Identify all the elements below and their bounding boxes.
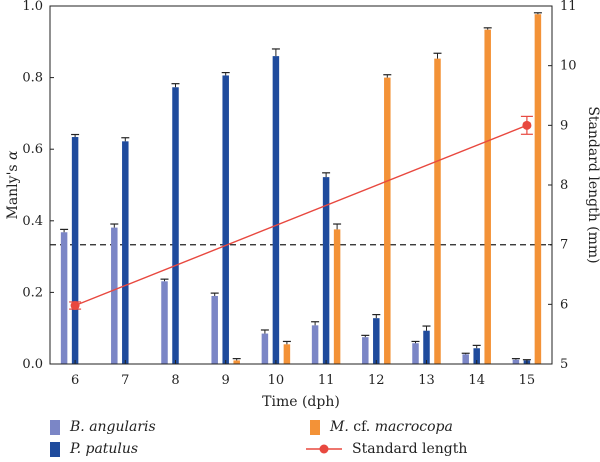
bar	[333, 229, 341, 364]
y-right-tick-label: 8	[560, 178, 568, 193]
y-right-tick-label: 10	[560, 59, 577, 74]
bar	[311, 325, 319, 364]
chart-marks	[50, 12, 552, 365]
x-tick-label: 14	[468, 373, 485, 388]
bar	[233, 360, 240, 364]
legend-marker	[319, 444, 329, 454]
bar	[71, 137, 79, 364]
x-tick-label: 6	[71, 373, 79, 388]
bar	[172, 87, 179, 365]
y-tick-label: 0.2	[22, 285, 43, 300]
bar	[122, 141, 129, 364]
y-tick-label: 0.4	[22, 214, 43, 229]
legend-label: B. angularis	[69, 419, 156, 435]
line-point	[522, 120, 532, 130]
legend: B. angularis P. patulus M. cf. macrocopa St…	[50, 419, 467, 457]
bar	[60, 232, 68, 364]
bar	[161, 281, 168, 364]
bar	[322, 177, 330, 364]
legend-label: P. patulus	[69, 441, 138, 457]
bar	[462, 354, 469, 364]
y-tick-label: 0.6	[22, 142, 43, 157]
y-right-axis-title: Standard length (mm)	[585, 106, 600, 263]
y-right-tick-label: 11	[560, 0, 577, 14]
x-tick-label: 11	[318, 373, 335, 388]
line-point	[70, 301, 80, 311]
legend-swatch	[310, 420, 320, 435]
x-tick-label: 10	[268, 373, 285, 388]
x-tick-label: 9	[222, 373, 230, 388]
y-right-tick-label: 7	[560, 238, 568, 253]
bar	[272, 56, 280, 365]
axes: 0.0 0.2 0.4 0.6 0.8 1.0 5 6 7 8 9 10 11 6 7 8 9 10 11 12 13 1…	[5, 0, 600, 410]
y-tick-label: 1.0	[22, 0, 43, 14]
x-tick-label: 12	[368, 373, 385, 388]
series-line	[74, 124, 528, 307]
bar	[512, 359, 520, 364]
legend-swatch	[50, 442, 60, 457]
bar	[362, 337, 369, 364]
x-tick-label: 13	[418, 373, 435, 388]
y-right-tick-label: 9	[560, 118, 568, 133]
bar	[111, 227, 118, 364]
bar	[473, 348, 480, 364]
x-tick-label: 8	[171, 373, 179, 388]
x-tick-label: 15	[519, 373, 536, 388]
bar	[484, 29, 491, 365]
x-axis-title: Time (dph)	[262, 394, 340, 410]
x-tick-label: 7	[121, 373, 129, 388]
y-tick-label: 0.8	[22, 71, 43, 86]
legend-label: Standard length	[352, 441, 467, 457]
bar	[423, 330, 430, 364]
legend-label: M. cf. macrocopa	[329, 419, 453, 435]
legend-swatch	[50, 420, 60, 435]
y-right-tick-label: 5	[560, 357, 568, 372]
y-axis-title: Manly's α	[5, 150, 21, 220]
bar	[384, 77, 391, 364]
bar	[412, 343, 419, 364]
bar	[434, 58, 441, 364]
bar	[222, 75, 229, 365]
y-right-tick-label: 6	[560, 297, 568, 312]
bar	[211, 295, 218, 364]
bar	[373, 318, 380, 364]
bar	[261, 333, 269, 364]
y-tick-label: 0.0	[22, 357, 43, 372]
bar	[283, 344, 291, 364]
bar	[534, 14, 542, 364]
